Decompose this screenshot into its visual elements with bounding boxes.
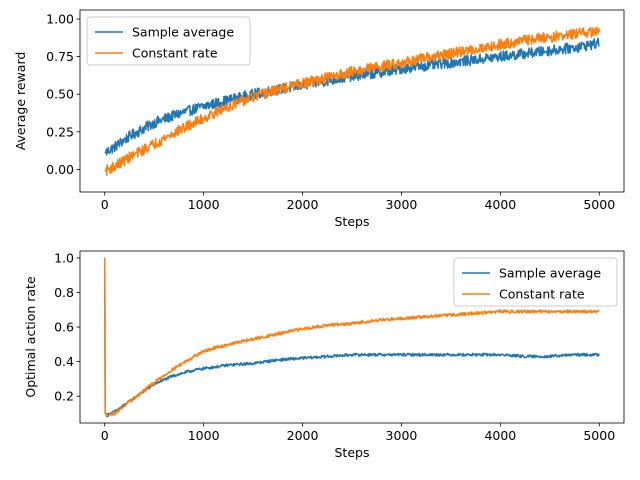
y-tick-label: 0.4 bbox=[54, 354, 74, 369]
legend-label: Sample average bbox=[499, 266, 601, 281]
x-tick-label: 4000 bbox=[484, 197, 516, 212]
legend-label: Constant rate bbox=[132, 46, 218, 61]
x-tick-label: 1000 bbox=[188, 428, 220, 443]
x-tick-label: 4000 bbox=[484, 428, 516, 443]
legend-box bbox=[86, 16, 251, 66]
y-tick-label: 0.50 bbox=[46, 87, 74, 102]
x-tick-label: 1000 bbox=[188, 197, 220, 212]
legend-label: Sample average bbox=[132, 25, 234, 40]
y-tick-label: 0.2 bbox=[54, 389, 74, 404]
x-tick-label: 2000 bbox=[287, 428, 319, 443]
x-axis-label: Steps bbox=[335, 445, 370, 460]
y-tick-label: 0.00 bbox=[46, 162, 74, 177]
axes-frame bbox=[79, 250, 625, 424]
legend: Sample average Constant rate bbox=[453, 257, 618, 307]
y-tick-label: 0.25 bbox=[46, 124, 74, 139]
x-tick-label: 0 bbox=[101, 197, 109, 212]
x-tick-label: 3000 bbox=[386, 197, 418, 212]
legend-label: Constant rate bbox=[499, 287, 585, 302]
x-tick-label: 3000 bbox=[386, 428, 418, 443]
legend-box bbox=[453, 257, 618, 307]
legend: Sample average Constant rate bbox=[86, 16, 251, 66]
chart-panel-1: 0 1000 2000 3000 4000 5000 0.00 0.25 0.50 0.75 1.0… bbox=[13, 9, 625, 229]
x-tick-label: 5000 bbox=[583, 428, 615, 443]
series-line-constant-rate bbox=[103, 257, 600, 418]
x-tick-label: 0 bbox=[101, 428, 109, 443]
series-line-sample-average bbox=[103, 257, 600, 418]
y-tick-label: 0.6 bbox=[54, 320, 74, 335]
y-axis-label: Optimal action rate bbox=[23, 276, 38, 398]
series-line-constant-rate bbox=[104, 26, 601, 176]
axes-frame bbox=[79, 9, 625, 193]
y-tick-label: 0.75 bbox=[46, 49, 74, 64]
y-tick-label: 1.0 bbox=[54, 250, 74, 265]
x-tick-label: 2000 bbox=[287, 197, 319, 212]
chart-panel-2: 0 1000 2000 3000 4000 5000 0.2 0.4 0.6 0.8 1.0 Step… bbox=[23, 250, 625, 460]
x-tick-label: 5000 bbox=[583, 197, 615, 212]
y-tick-label: 0.8 bbox=[54, 285, 74, 300]
y-axis-label: Average reward bbox=[13, 52, 28, 151]
x-axis-label: Steps bbox=[335, 214, 370, 229]
y-tick-label: 1.00 bbox=[46, 12, 74, 27]
